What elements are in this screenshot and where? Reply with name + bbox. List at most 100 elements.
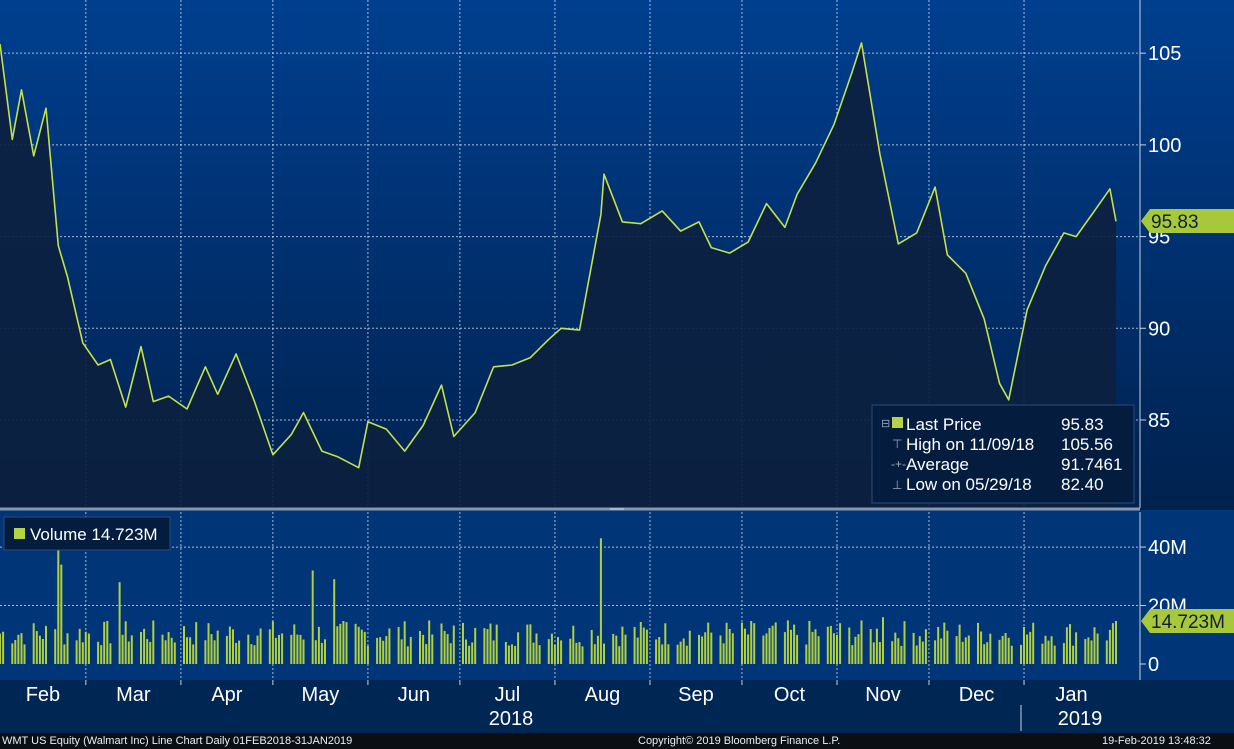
volume-bar — [655, 639, 658, 664]
volume-bar — [900, 645, 903, 664]
volume-bar — [293, 624, 296, 664]
volume-bar — [679, 641, 682, 664]
volume-bar — [495, 624, 498, 664]
volume-bar — [701, 636, 704, 664]
volume-bar — [492, 640, 495, 664]
volume-bar — [192, 644, 195, 664]
volume-bar — [878, 642, 881, 664]
price-last-tag-shape — [1141, 209, 1234, 233]
volume-bar — [826, 626, 829, 664]
volume-bar — [851, 645, 854, 664]
price-series — [0, 42, 1117, 509]
volume-bar — [1065, 627, 1068, 664]
volume-bar — [186, 637, 188, 664]
volume-bar — [471, 642, 474, 664]
volume-bar — [425, 644, 428, 664]
volume-bar — [854, 636, 857, 664]
volume-bar — [54, 629, 57, 664]
volume-bar — [336, 626, 339, 664]
volume-bar — [406, 646, 409, 664]
volume-bar — [333, 579, 336, 664]
volume-bar — [621, 626, 624, 664]
volume-bar — [946, 630, 949, 664]
volume-bar — [967, 635, 970, 664]
volume-bar — [793, 624, 796, 664]
volume-bar — [1075, 632, 1078, 664]
volume-bar — [937, 627, 940, 664]
volume-bar — [465, 639, 467, 664]
legend-collapse-icon[interactable]: ⊟ — [881, 418, 890, 430]
volume-bar — [1105, 640, 1108, 664]
volume-bar — [633, 627, 636, 664]
volume-bar — [360, 629, 363, 664]
volume-bar — [915, 645, 918, 664]
volume-bar — [376, 637, 379, 664]
volume-bar — [572, 625, 575, 664]
volume-bar — [379, 637, 382, 664]
volume-legend-swatch — [14, 528, 25, 539]
volume-bar — [354, 623, 357, 664]
volume-bar — [489, 623, 492, 664]
volume-bar — [814, 629, 817, 664]
price-tick-label: 85 — [1148, 410, 1170, 432]
volume-bar — [428, 620, 431, 664]
volume-bar — [741, 622, 743, 664]
volume-bar — [762, 635, 765, 664]
volume-bar — [744, 628, 746, 664]
volume-bar — [97, 641, 100, 664]
legend-last-price-value: 95.83 — [1061, 415, 1104, 434]
volume-bar — [891, 641, 894, 664]
volume-bar — [124, 621, 127, 664]
month-tick-label: May — [301, 684, 339, 706]
average-marker-icon: -+- — [891, 457, 906, 471]
volume-bar — [832, 633, 835, 664]
volume-bar — [235, 642, 238, 664]
volume-bar — [1053, 645, 1056, 664]
volume-bar — [707, 622, 710, 664]
volume-bar — [17, 634, 20, 664]
legend-average-label: Average — [906, 455, 969, 474]
volume-bar — [183, 626, 185, 664]
volume-bar — [664, 623, 667, 664]
volume-bar — [317, 626, 320, 664]
volume-bar — [314, 640, 317, 664]
volume-bar — [449, 643, 452, 664]
volume-bar — [507, 645, 510, 664]
volume-bar — [550, 633, 553, 664]
volume-bar — [547, 639, 550, 664]
footer-band — [0, 733, 1234, 749]
month-tick-label: Aug — [585, 684, 621, 706]
volume-bar — [848, 627, 851, 664]
volume-legend[interactable]: Volume 14.723M — [3, 516, 171, 551]
volume-bar — [357, 626, 360, 664]
volume-bar — [943, 622, 946, 664]
volume-bar — [78, 628, 81, 664]
volume-bar — [529, 624, 532, 664]
volume-bar — [661, 644, 664, 664]
price-legend[interactable]: ⊟ Last Price 95.83 ⊤ High on 11/09/18 10… — [871, 404, 1135, 504]
volume-bar — [753, 623, 756, 664]
volume-bar — [431, 634, 434, 664]
volume-bar — [345, 622, 348, 664]
volume-bar — [259, 628, 262, 664]
volume-bar — [918, 636, 921, 664]
volume-bar — [250, 644, 253, 664]
volume-bar — [590, 630, 593, 664]
volume-bar — [903, 621, 906, 664]
volume-bar — [578, 642, 581, 664]
volume-bar — [45, 625, 47, 664]
volume-bar — [170, 637, 173, 664]
price-tick-label: 100 — [1148, 135, 1181, 157]
volume-bar — [998, 639, 1001, 664]
volume-bar — [228, 626, 231, 664]
volume-bar — [397, 627, 400, 664]
volume-bar — [400, 639, 403, 664]
volume-bar — [84, 631, 87, 664]
volume-bar — [1096, 633, 1099, 664]
volume-bar — [615, 635, 618, 664]
volume-bar — [1023, 627, 1025, 664]
volume-bar — [642, 627, 645, 664]
volume-bar — [32, 623, 35, 664]
volume-bar — [603, 643, 605, 664]
